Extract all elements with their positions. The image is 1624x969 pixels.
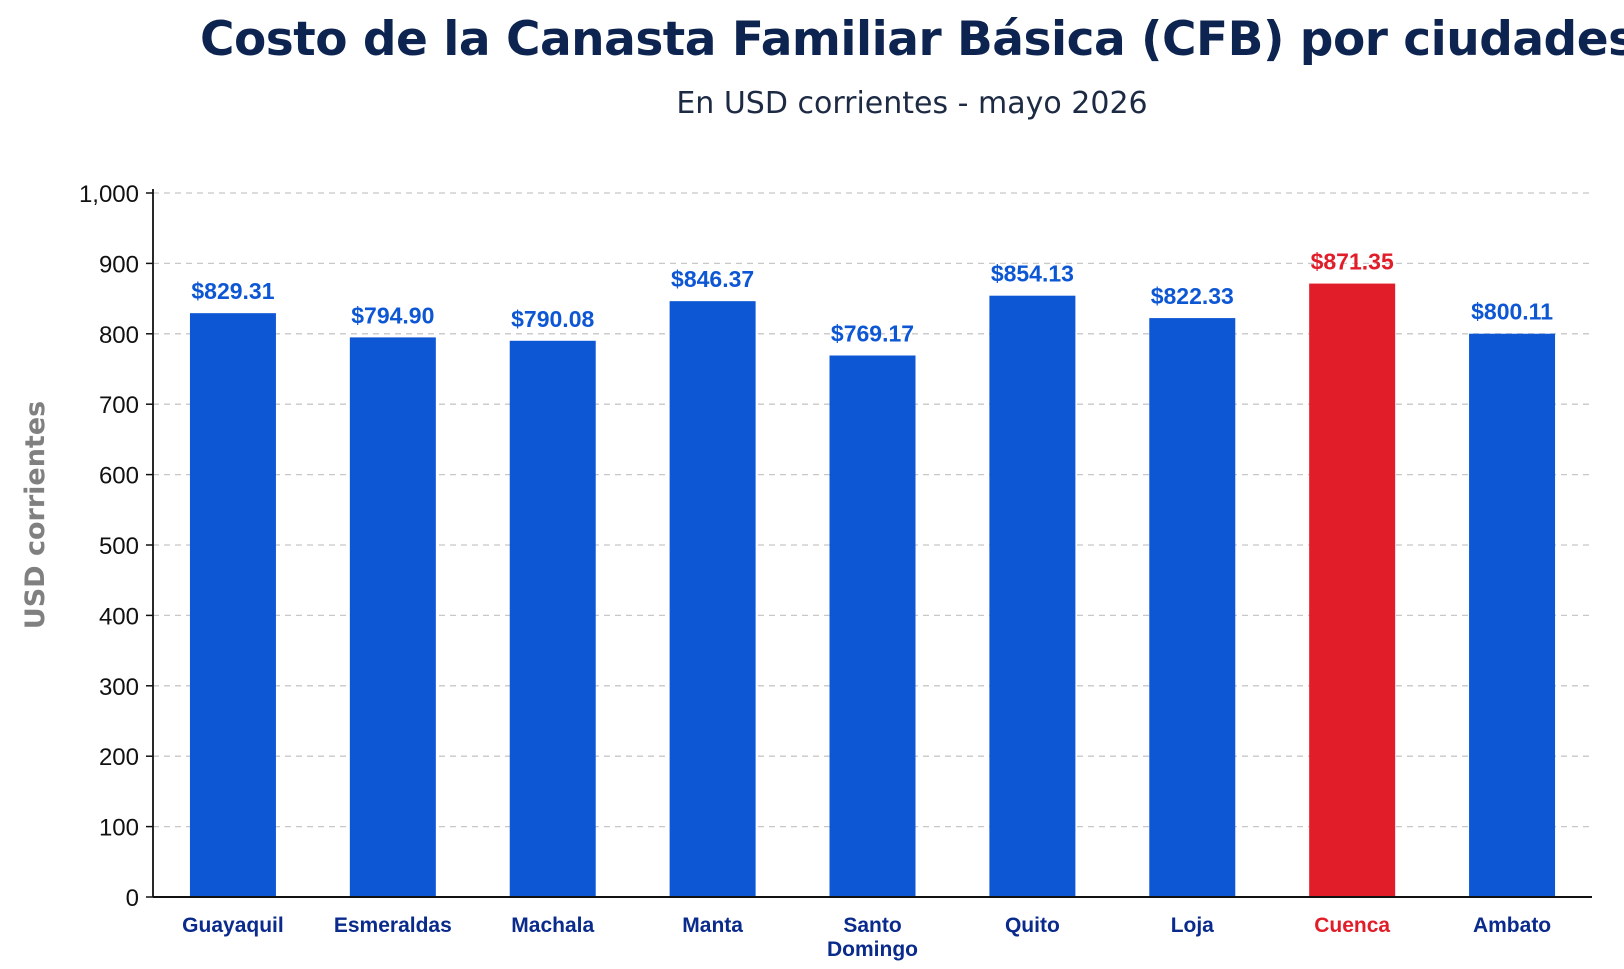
- value-label: $846.37: [671, 266, 754, 292]
- value-label: $790.08: [511, 306, 594, 332]
- chart-subtitle: En USD corrientes - mayo 2026: [676, 86, 1148, 121]
- y-tick-label: 800: [99, 322, 139, 349]
- chart-title: Costo de la Canasta Familiar Básica (CFB…: [200, 12, 1624, 67]
- category-label: Loja: [1171, 914, 1214, 937]
- y-axis-label: USD corrientes: [20, 401, 51, 629]
- category-label: Machala: [511, 914, 594, 937]
- y-tick-label: 300: [99, 674, 139, 701]
- category-label: Cuenca: [1314, 914, 1390, 937]
- category-label: Esmeraldas: [334, 914, 452, 937]
- bar-ambato: [1469, 333, 1556, 898]
- y-tick-label: 700: [99, 392, 139, 419]
- bar-santo-domingo: [829, 355, 916, 897]
- y-tick-label: 200: [99, 744, 139, 771]
- value-label: $769.17: [831, 321, 914, 347]
- bar-guayaquil: [189, 313, 276, 897]
- value-label: $829.31: [191, 278, 274, 304]
- y-tick-label: 400: [99, 603, 139, 630]
- category-label: Guayaquil: [182, 914, 284, 937]
- value-label: $854.13: [991, 261, 1074, 287]
- value-label: $822.33: [1151, 283, 1234, 309]
- value-label: $871.35: [1311, 249, 1394, 275]
- category-label: Santo: [843, 914, 901, 937]
- value-label: $794.90: [351, 302, 434, 328]
- category-label: Domingo: [827, 938, 918, 961]
- y-tick-label: 0: [126, 885, 139, 912]
- y-tick-label: 1,000: [79, 181, 139, 208]
- y-tick-label: 600: [99, 463, 139, 490]
- bar-manta: [669, 301, 756, 897]
- bars: [189, 283, 1556, 898]
- y-ticks: 0 100 200 300 400 500 600 700 800 900 1,000: [79, 181, 153, 912]
- y-tick-label: 900: [99, 251, 139, 278]
- category-label: Quito: [1005, 914, 1060, 937]
- bar-loja: [1149, 318, 1236, 897]
- y-tick-label: 500: [99, 533, 139, 560]
- bar-quito: [989, 295, 1076, 897]
- bar-cuenca: [1309, 283, 1396, 898]
- value-labels: $829.31 $794.90 $790.08 $846.37 $769.17 $854.…: [191, 249, 1553, 347]
- bar-esmeraldas: [349, 337, 436, 898]
- bar-machala: [509, 340, 596, 897]
- category-labels: Guayaquil Esmeraldas Machala Manta SantoDomi…: [182, 914, 1551, 961]
- category-label: Manta: [682, 914, 743, 937]
- value-label: $800.11: [1471, 299, 1553, 325]
- category-label: Ambato: [1473, 914, 1551, 937]
- y-tick-label: 100: [99, 815, 139, 842]
- axes: [152, 189, 1592, 898]
